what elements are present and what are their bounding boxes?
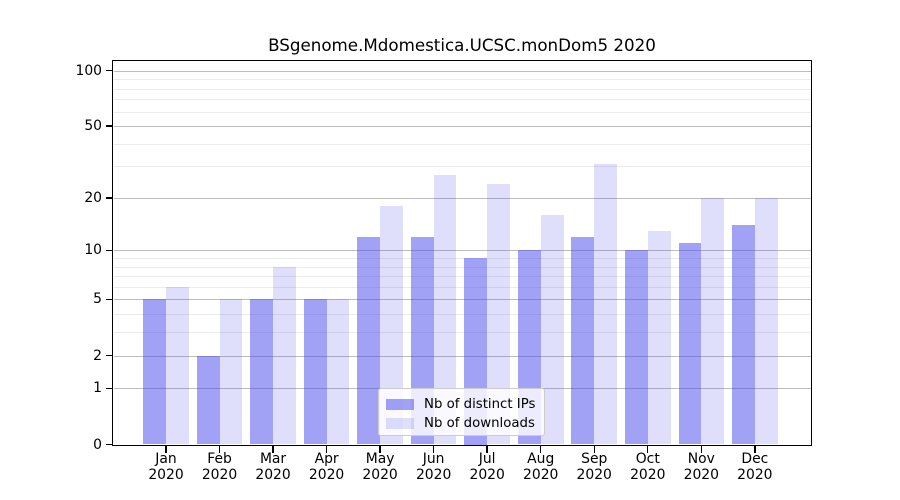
gridline-minor (113, 79, 811, 81)
bar-distinct-ips (357, 236, 381, 445)
gridline-minor (113, 314, 811, 316)
legend-swatch-downloads (386, 418, 414, 429)
gridline-minor (113, 332, 811, 334)
x-tick-label: Nov 2020 (683, 451, 719, 483)
x-tick (432, 446, 435, 453)
bar-downloads (166, 286, 189, 445)
bar-distinct-ips (303, 299, 327, 445)
legend-label-distinct-ips: Nb of distinct IPs (424, 397, 536, 412)
y-tick (105, 69, 113, 72)
y-tick-label: 100 (75, 62, 102, 79)
y-tick-label: 50 (84, 118, 102, 135)
x-tick-label: Sep 2020 (576, 451, 612, 483)
x-tick-label: Feb 2020 (201, 451, 238, 483)
y-tick (105, 443, 113, 446)
legend-swatch-distinct-ips (386, 399, 414, 410)
bar-downloads (433, 174, 457, 445)
bar-distinct-ips (250, 299, 274, 445)
x-tick-label: Dec 2020 (737, 451, 773, 483)
x-tick-label: Mar 2020 (255, 451, 291, 483)
x-tick (486, 446, 488, 453)
bar-distinct-ips (571, 236, 595, 445)
x-tick-label: Oct 2020 (630, 451, 666, 483)
x-tick-label: Jul 2020 (469, 451, 505, 483)
bar-downloads (380, 206, 403, 445)
x-tick (379, 446, 381, 453)
x-tick (218, 446, 221, 453)
y-tick (105, 125, 113, 127)
bar-distinct-ips (143, 299, 166, 445)
gridline-minor (113, 286, 811, 288)
x-tick (593, 446, 595, 453)
bar-distinct-ips (196, 355, 220, 445)
bar-distinct-ips (678, 243, 702, 445)
y-tick (105, 354, 113, 357)
x-tick (540, 446, 542, 453)
y-tick-label: 2 (93, 347, 102, 364)
gridline-minor (113, 258, 811, 259)
gridline-major (113, 250, 811, 252)
legend: Nb of distinct IPs Nb of downloads (378, 388, 545, 436)
x-tick (647, 446, 649, 453)
x-tick (700, 446, 702, 453)
x-tick-label: Apr 2020 (308, 451, 345, 483)
y-tick (105, 249, 113, 251)
legend-item-downloads: Nb of downloads (386, 414, 536, 433)
bar-downloads (594, 163, 618, 445)
legend-item-distinct-ips: Nb of distinct IPs (386, 395, 536, 414)
gridline-minor (113, 143, 811, 145)
bar-downloads (273, 266, 296, 445)
gridline-major (113, 355, 811, 357)
y-tick (105, 197, 113, 199)
gridline-major (113, 197, 811, 199)
x-tick (165, 446, 167, 453)
y-tick-label: 20 (84, 189, 102, 206)
bar-downloads (647, 230, 671, 445)
x-tick-label: Aug 2020 (523, 451, 559, 483)
gridline-major (113, 299, 811, 301)
gridline-minor (113, 276, 811, 278)
gridline-minor (113, 99, 811, 101)
bar-downloads (754, 197, 778, 445)
gridline-minor (113, 88, 811, 90)
y-tick (105, 387, 113, 390)
y-tick (105, 298, 113, 301)
gridline-minor (113, 266, 811, 268)
chart-title: BSgenome.Mdomestica.UCSC.monDom5 2020 (268, 35, 656, 55)
x-tick-label: Jun 2020 (415, 451, 452, 483)
x-tick-label: May 2020 (362, 451, 398, 483)
gridline-minor (113, 166, 811, 168)
y-tick-label: 1 (93, 380, 102, 397)
bar-downloads (219, 299, 243, 445)
y-tick-label: 5 (93, 291, 102, 308)
x-tick (272, 446, 274, 453)
bar-distinct-ips (732, 225, 755, 445)
x-tick (754, 446, 756, 453)
gridline-major (113, 70, 811, 72)
y-tick-label: 10 (84, 242, 102, 259)
y-tick-label: 0 (93, 436, 102, 453)
bar-downloads (540, 215, 564, 445)
legend-label-downloads: Nb of downloads (424, 416, 535, 431)
bar-downloads (487, 183, 510, 445)
x-tick (325, 446, 328, 453)
gridline-major (113, 126, 811, 128)
bar-downloads (701, 197, 725, 445)
bar-downloads (326, 299, 350, 445)
x-tick-label: Jan 2020 (148, 451, 184, 483)
gridline-minor (113, 111, 811, 113)
bar-distinct-ips (624, 250, 648, 445)
